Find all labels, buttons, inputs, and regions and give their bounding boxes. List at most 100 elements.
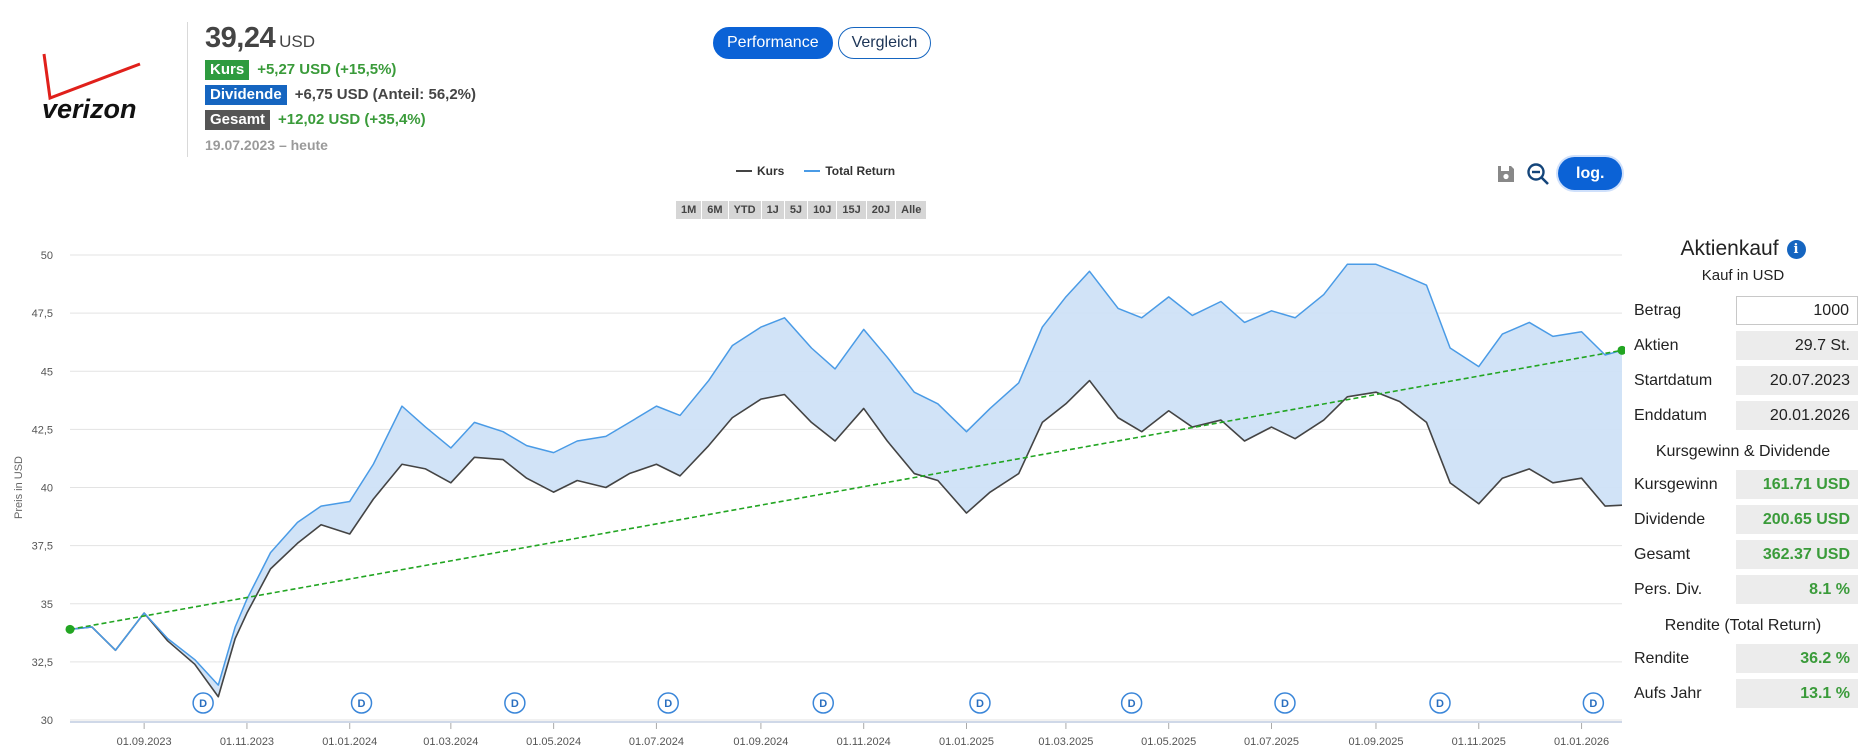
current-price: 39,24 (205, 22, 276, 54)
x-tick-label: 01.01.2025 (939, 736, 994, 748)
panel-value: 362.37 USD (1736, 540, 1858, 569)
y-tick-label: 42,5 (32, 424, 53, 436)
logo-wordmark: verizon (42, 94, 137, 124)
log-scale-button[interactable]: log. (1558, 157, 1623, 190)
dividend-marker[interactable]: D (504, 692, 526, 714)
range-1j-button[interactable]: 1J (761, 201, 784, 219)
chart-area-fill (70, 264, 1622, 697)
x-tick-label: 01.11.2024 (837, 736, 891, 748)
legend-label: Kurs (757, 164, 785, 178)
panel-value: 13.1 % (1736, 679, 1858, 708)
panel-row-betrag: Betrag (1628, 293, 1858, 328)
range-10j-button[interactable]: 10J (808, 201, 837, 219)
range-alle-button[interactable]: Alle (896, 201, 927, 219)
dividend-marker-label: D (511, 698, 519, 710)
dividend-marker[interactable]: D (350, 692, 373, 714)
panel-label: Rendite (1634, 649, 1690, 667)
dividend-marker-circle (812, 692, 835, 714)
dividend-marker[interactable]: D (1429, 692, 1451, 714)
dividend-marker[interactable]: D (1274, 692, 1296, 714)
panel-label: Enddatum (1634, 406, 1707, 424)
panel-value: 8.1 % (1736, 575, 1858, 604)
panel-row-kursgewinn: Kursgewinn 161.71 USD (1628, 467, 1858, 502)
legend-item-total-return[interactable]: Total Return (804, 164, 895, 178)
range-15j-button[interactable]: 15J (837, 201, 866, 219)
y-tick-label: 47,5 (32, 308, 53, 320)
x-tick-label: 01.05.2025 (1141, 736, 1196, 748)
range-6m-button[interactable]: 6M (702, 201, 728, 219)
series-line-total-return (69, 263, 1623, 686)
dividend-marker[interactable]: D (969, 692, 991, 714)
dividend-marker-label: D (1281, 698, 1289, 710)
panel-label: Aufs Jahr (1634, 684, 1702, 702)
panel-label: Pers. Div. (1634, 580, 1703, 598)
dividend-marker-circle (969, 692, 991, 714)
range-1m-button[interactable]: 1M (676, 201, 702, 219)
range-5j-button[interactable]: 5J (784, 201, 808, 219)
start-date-field[interactable]: 20.07.2023 (1736, 366, 1858, 395)
panel-row-gesamt: Gesamt 362.37 USD (1628, 537, 1858, 572)
period-label: 19.07.2023 – heute (205, 137, 328, 153)
x-tick-label: 01.01.2024 (322, 736, 377, 748)
verizon-logo-graphic: verizon (42, 53, 141, 124)
stat-row-dividende: Dividende +6,75 USD (Anteil: 56,2%) (205, 84, 476, 105)
dividend-marker-circle (1274, 692, 1296, 714)
dividend-marker-label: D (199, 698, 207, 710)
dividend-marker[interactable]: D (1120, 692, 1143, 714)
dividend-marker-circle (192, 692, 214, 714)
range-ytd-button[interactable]: YTD (728, 201, 761, 219)
trendline-end-point (1617, 345, 1625, 355)
y-tick-label: 32,5 (32, 657, 53, 669)
dividend-marker-circle (1582, 692, 1605, 714)
dividend-marker-circle (1120, 692, 1143, 714)
panel-section-heading: Kursgewinn & Dividende (1655, 443, 1831, 460)
panel-label: Aktien (1634, 336, 1679, 354)
y-tick-label: 37,5 (32, 541, 53, 553)
chart-trendline (65, 345, 1625, 634)
dividend-marker-label: D (1128, 698, 1136, 710)
panel-value: 36.2 % (1736, 644, 1858, 673)
panel-label: Dividende (1634, 510, 1706, 528)
legend-item-kurs[interactable]: Kurs (736, 164, 784, 178)
floppy-disk-icon[interactable] (1494, 162, 1518, 186)
stat-value: +6,75 USD (Anteil: 56,2%) (294, 86, 476, 103)
panel-value: 161.71 USD (1736, 470, 1858, 499)
stat-badge: Dividende (205, 84, 287, 105)
amount-input[interactable] (1736, 296, 1858, 325)
panel-row-aufs-jahr: Aufs Jahr 13.1 % (1628, 676, 1858, 711)
dividend-marker[interactable]: D (1582, 692, 1605, 714)
verizon-logo: verizon (36, 52, 161, 132)
dividend-marker[interactable]: D (657, 692, 679, 714)
panel-label: Startdatum (1634, 371, 1713, 389)
end-date-field[interactable]: 20.01.2026 (1736, 401, 1858, 430)
dividend-marker[interactable]: D (812, 692, 835, 714)
dividend-marker[interactable]: D (192, 692, 214, 714)
x-tick-label: 01.11.2023 (220, 736, 274, 748)
header-divider (187, 22, 188, 157)
panel-row-rendite: Rendite 36.2 % (1628, 641, 1858, 676)
tab-performance[interactable]: Performance (713, 27, 833, 59)
trendline-start-point (65, 624, 75, 634)
panel-row-dividende: Dividende 200.65 USD (1628, 502, 1858, 537)
panel-row-pers-div: Pers. Div. 8.1 % (1628, 572, 1858, 607)
performance-chart[interactable]: D D D D D D D D D D 50 47,5 45 42,5 40 37,5 35 32,5 30 01.… (0, 230, 1625, 756)
chart-tools: log. (1494, 157, 1623, 190)
info-icon[interactable]: i (1786, 239, 1806, 259)
tab-vergleich[interactable]: Vergleich (837, 27, 932, 59)
range-selector: 1M 6M YTD 1J 5J 10J 15J 20J Alle (676, 201, 927, 219)
range-20j-button[interactable]: 20J (866, 201, 896, 219)
legend-label: Total Return (825, 164, 896, 178)
chart-series (69, 263, 1623, 698)
panel-row-aktien: Aktien 29.7 St. (1628, 328, 1858, 363)
mode-tabs: Performance Vergleich (713, 27, 932, 59)
x-tick-label: 01.03.2025 (1038, 736, 1093, 748)
zoom-out-icon[interactable] (1526, 162, 1550, 186)
dividend-marker-circle (657, 692, 679, 714)
chart-axes: 50 47,5 45 42,5 40 37,5 35 32,5 30 01.09.2023 01.1… (13, 250, 1622, 748)
dividend-marker-circle (1429, 692, 1451, 714)
dividend-marker-label: D (819, 698, 827, 710)
series-line-kurs (69, 379, 1623, 698)
dividend-marker-label: D (358, 698, 366, 710)
panel-title-text: Aktienkauf (1680, 237, 1779, 260)
panel-label: Betrag (1634, 301, 1682, 319)
